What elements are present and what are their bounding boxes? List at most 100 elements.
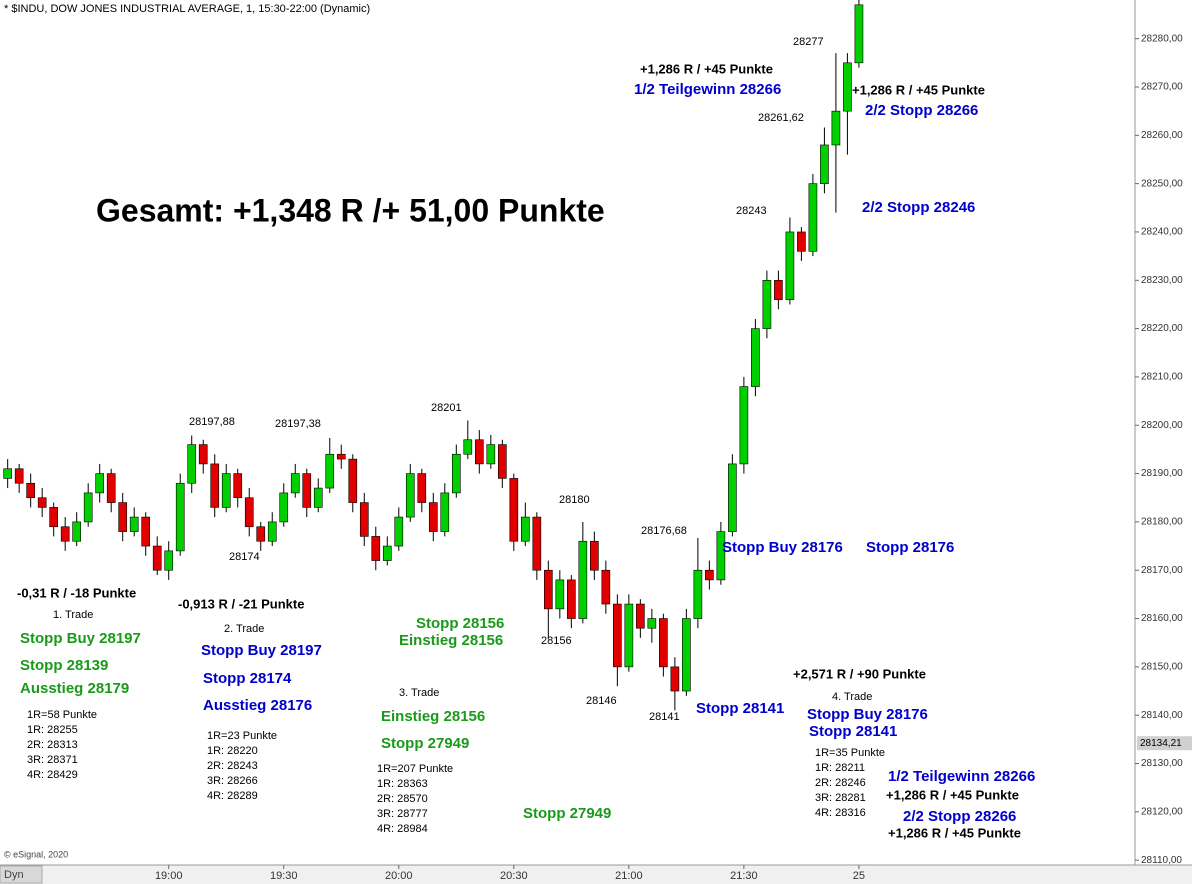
annotation: 3R: 28281: [815, 792, 866, 804]
annotation: 28197,88: [189, 416, 235, 428]
candle-body: [751, 328, 760, 387]
annotation: 1R=58 Punkte: [27, 709, 97, 721]
y-tick-label: 28140,00: [1141, 710, 1183, 721]
candle-body: [95, 473, 105, 494]
candle-body: [567, 579, 576, 619]
candle-body: [451, 453, 461, 494]
annotation: 1R: 28363: [377, 778, 428, 790]
y-tick-label: 28170,00: [1141, 565, 1183, 576]
candle-body: [497, 444, 507, 479]
annotation: 1R: 28255: [27, 724, 78, 736]
annotation: 1R: 28211: [815, 762, 865, 774]
candle-body: [118, 502, 128, 532]
annotation: 1R=35 Punkte: [815, 747, 885, 759]
y-tick-label: 28160,00: [1141, 613, 1183, 624]
y-tick-label: 28130,00: [1141, 758, 1183, 769]
annotation: 2R: 28570: [377, 793, 428, 805]
candle-body: [682, 618, 691, 692]
annotation: 2. Trade: [224, 623, 264, 635]
candle-body: [382, 545, 392, 561]
annotation: 2R: 28246: [815, 777, 866, 789]
candle-body: [129, 516, 139, 532]
candle-body: [486, 444, 496, 465]
candle-body: [831, 110, 841, 146]
annotation: 2/2 Stopp 28246: [862, 199, 975, 216]
last-price-label: 28134,21: [1140, 738, 1182, 749]
candle-body: [267, 521, 277, 542]
annotation: 1/2 Teilgewinn 28266: [634, 81, 781, 98]
candle-body: [532, 516, 542, 571]
x-tick-label: 20:00: [385, 870, 413, 882]
candle-body: [106, 473, 116, 503]
y-tick-label: 28110,00: [1141, 855, 1182, 866]
candle-body: [210, 463, 220, 508]
annotation: 28156: [541, 635, 572, 647]
annotation: Stopp 28141: [809, 723, 897, 740]
mode-button[interactable]: [0, 865, 43, 884]
candle-body: [233, 473, 243, 499]
candle-body: [854, 4, 864, 64]
annotation: +1,286 R / +45 Punkte: [888, 825, 1021, 840]
annotation: Stopp Buy 28176: [722, 539, 843, 556]
candle-body: [37, 497, 47, 508]
candle-body: [221, 473, 231, 508]
candle-body: [578, 540, 588, 619]
x-tick-label: 20:30: [500, 870, 528, 882]
annotation: 1. Trade: [53, 609, 93, 621]
annotation: 4. Trade: [832, 691, 872, 703]
mode-label[interactable]: Dyn: [4, 869, 24, 881]
candle-body: [198, 444, 208, 465]
annotation: Stopp 28139: [20, 657, 108, 674]
annotation: 28146: [586, 695, 617, 707]
annotation: Stopp 28156: [416, 615, 504, 632]
candle-body: [152, 545, 162, 571]
candle-body: [590, 540, 599, 571]
candle-body: [808, 183, 818, 252]
annotation: Stopp Buy 28176: [807, 706, 928, 723]
x-tick-label: 25: [853, 870, 865, 882]
y-tick-label: 28180,00: [1141, 517, 1183, 528]
annotation: 4R: 28429: [27, 769, 78, 781]
candle-body: [670, 666, 680, 692]
x-tick-label: 21:00: [615, 870, 643, 882]
candle-body: [693, 569, 703, 619]
annotation: Stopp Buy 28197: [20, 630, 141, 647]
annotation: Einstieg 28156: [381, 708, 485, 725]
candle-body: [141, 516, 151, 547]
annotation: +1,286 R / +45 Punkte: [886, 787, 1019, 802]
candle-body: [474, 439, 484, 465]
y-tick-label: 28150,00: [1141, 662, 1183, 673]
annotation: 4R: 28316: [815, 807, 866, 819]
candle-body: [520, 516, 530, 542]
annotation: 28197,38: [275, 418, 321, 430]
candle-body: [509, 478, 519, 542]
annotation: 28261,62: [758, 112, 804, 124]
x-tick-label: 21:30: [730, 870, 758, 882]
candle-body: [83, 492, 93, 523]
candle-body: [716, 531, 726, 581]
y-tick-label: 28120,00: [1141, 806, 1183, 817]
annotation: 28174: [229, 551, 260, 563]
annotation: +1,286 R / +45 Punkte: [640, 61, 773, 76]
candle-body: [244, 497, 254, 528]
annotation: +2,571 R / +90 Punkte: [793, 666, 926, 681]
annotation: Stopp 28176: [866, 539, 954, 556]
annotation: Ausstieg 28176: [203, 697, 312, 714]
annotation: 3R: 28371: [27, 754, 78, 766]
price-axis: [1135, 0, 1192, 866]
candle-body: [659, 618, 668, 668]
annotation: 28141: [649, 711, 680, 723]
candle-body: [417, 473, 427, 503]
candle-body: [72, 521, 82, 542]
x-tick-label: 19:00: [155, 870, 183, 882]
annotation: 2/2 Stopp 28266: [865, 102, 978, 119]
last-price-box: [1137, 736, 1192, 751]
candle-body: [440, 492, 450, 532]
time-axis: [0, 865, 1192, 884]
annotation: -0,31 R / -18 Punkte: [17, 585, 136, 600]
candle-body: [739, 386, 749, 465]
annotation: 4R: 28984: [377, 823, 428, 835]
candle-body: [279, 492, 289, 523]
candle-body: [428, 502, 438, 532]
